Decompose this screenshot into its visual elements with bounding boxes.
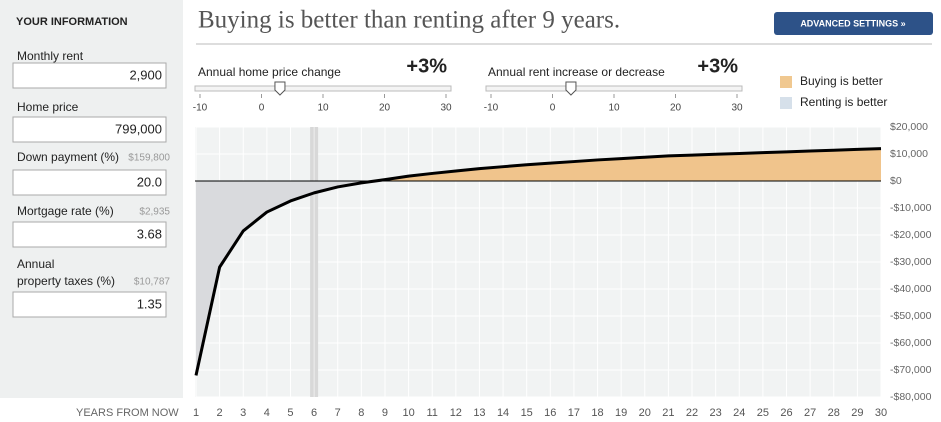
- x-tick-label: 12: [450, 407, 462, 419]
- x-tick-label: 29: [851, 407, 863, 419]
- x-tick-label: 26: [780, 407, 792, 419]
- legend-label: Buying is better: [800, 74, 883, 88]
- x-tick-label: 4: [264, 407, 270, 419]
- slider-tick-label: 20: [379, 103, 391, 114]
- field-label: Monthly rent: [17, 49, 84, 63]
- slider-handle[interactable]: [274, 81, 286, 96]
- y-tick-label: -$50,000: [890, 310, 932, 322]
- button-label: ADVANCED SETTINGS »: [800, 18, 905, 28]
- field-input[interactable]: [12, 169, 167, 196]
- field-value: 2,900: [129, 67, 162, 82]
- slider-tick-label: 30: [731, 103, 743, 114]
- field-note: $159,800: [128, 153, 170, 164]
- x-tick-label: 10: [402, 407, 414, 419]
- x-tick-label: 5: [287, 407, 293, 419]
- y-tick-label: -$20,000: [890, 229, 932, 241]
- y-tick-label: -$60,000: [890, 337, 932, 349]
- x-tick-label: 17: [568, 407, 580, 419]
- slider-tick-label: -10: [193, 103, 208, 114]
- x-tick-label: 8: [358, 407, 364, 419]
- x-tick-label: 19: [615, 407, 627, 419]
- field-value: 3.68: [137, 226, 162, 241]
- x-tick-label: 9: [382, 407, 388, 419]
- slider-tick-label: 10: [317, 103, 329, 114]
- x-tick-label: 11: [426, 407, 437, 419]
- y-tick-label: -$70,000: [890, 364, 932, 376]
- field-value: 20.0: [137, 174, 162, 189]
- y-tick-label: $0: [890, 175, 902, 187]
- slider-handle[interactable]: [565, 81, 577, 96]
- x-tick-label: 30: [875, 407, 887, 419]
- field-label: Down payment (%): [17, 150, 119, 164]
- slider-tick-label: 30: [440, 103, 452, 114]
- y-tick-label: $10,000: [890, 148, 928, 160]
- slider-tick-label: -10: [484, 103, 499, 114]
- x-tick-label: 13: [473, 407, 485, 419]
- legend-swatch: [780, 76, 792, 88]
- field-note: $2,935: [139, 207, 170, 218]
- y-tick-label: -$10,000: [890, 202, 932, 214]
- x-tick-label: 21: [662, 407, 674, 419]
- y-tick-label: -$40,000: [890, 283, 932, 295]
- field-input[interactable]: [12, 221, 167, 248]
- x-tick-label: 24: [733, 407, 745, 419]
- field-input[interactable]: [12, 62, 167, 89]
- slider-tick-label: 0: [259, 103, 265, 114]
- area-negative: [196, 181, 881, 376]
- slider-tick-label: 10: [608, 103, 620, 114]
- field-value: 1.35: [137, 296, 162, 311]
- field-value: 799,000: [115, 121, 162, 136]
- x-tick-label: 20: [639, 407, 651, 419]
- x-tick-label: 14: [497, 407, 509, 419]
- x-axis-label: YEARS FROM NOW: [76, 407, 179, 419]
- slider-label: Annual home price change: [198, 65, 341, 79]
- line: [194, 147, 882, 376]
- slider-track[interactable]: [485, 85, 743, 92]
- field-label: Home price: [17, 100, 79, 114]
- field-input[interactable]: [12, 116, 167, 143]
- x-tick-label: 28: [828, 407, 840, 419]
- x-tick-label: 7: [335, 407, 341, 419]
- x-tick-label: 6: [311, 407, 317, 419]
- chart-title: Buying is better than renting after 9 ye…: [198, 7, 620, 34]
- x-tick-label: 25: [757, 407, 769, 419]
- slider-tick-label: 0: [550, 103, 556, 114]
- legend-swatch: [780, 97, 792, 109]
- x-tick-label: 16: [544, 407, 556, 419]
- x-tick-label: 23: [710, 407, 722, 419]
- slider-value: +3%: [697, 55, 738, 77]
- field-input[interactable]: [12, 291, 167, 318]
- sidebar-title: YOUR INFORMATION: [16, 16, 128, 28]
- slider-tick-label: 20: [670, 103, 682, 114]
- legend-label: Renting is better: [800, 95, 887, 109]
- x-tick-label: 1: [193, 407, 199, 419]
- field-label: Mortgage rate (%): [17, 204, 114, 218]
- field-note: $10,787: [134, 277, 171, 288]
- slider-value: +3%: [406, 55, 447, 77]
- y-tick-label: -$30,000: [890, 256, 932, 268]
- slider-track[interactable]: [194, 85, 452, 92]
- x-tick-label: 2: [217, 407, 223, 419]
- x-tick-label: 15: [521, 407, 533, 419]
- field-label: Annual: [17, 257, 54, 271]
- y-tick-label: -$80,000: [890, 391, 932, 403]
- y-tick-label: $20,000: [890, 121, 928, 133]
- x-tick-label: 18: [591, 407, 603, 419]
- x-tick-label: 22: [686, 407, 698, 419]
- advanced-settings-button[interactable]: [774, 12, 933, 35]
- x-tick-label: 3: [240, 407, 246, 419]
- x-tick-label: 27: [804, 407, 816, 419]
- slider-label: Annual rent increase or decrease: [488, 65, 665, 79]
- field-label: property taxes (%): [17, 274, 115, 288]
